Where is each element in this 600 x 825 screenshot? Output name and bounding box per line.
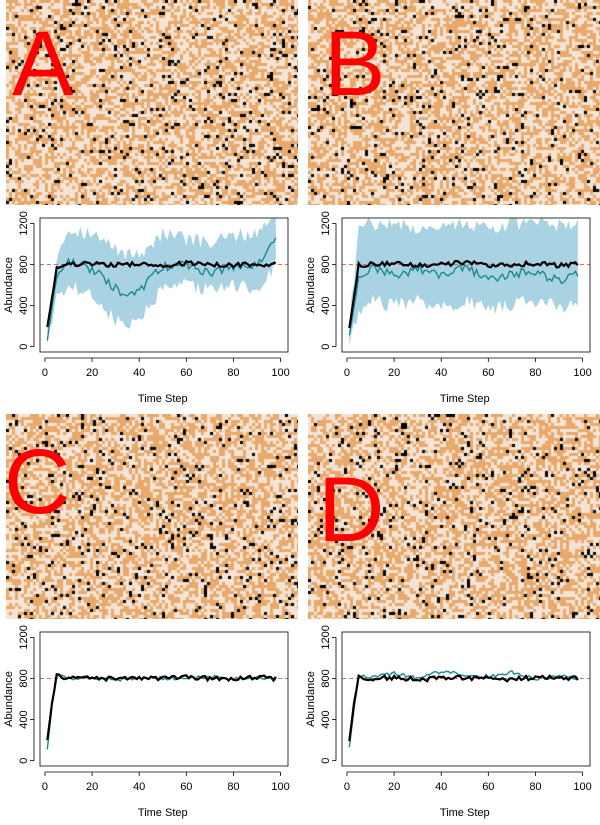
panel-letter-a: A	[12, 13, 74, 115]
plot-frame	[39, 631, 289, 767]
x-tick-label: 20	[388, 367, 400, 379]
x-tick-label: 0	[344, 781, 350, 793]
y-tick-label: 0	[18, 758, 30, 764]
panel-c: C 0 20 40 60 80 100 0 400 800 1200 Time Step Abunda…	[0, 414, 298, 824]
x-tick-label: 60	[482, 367, 494, 379]
panel-letter-b: B	[324, 13, 386, 115]
y-axis-title: Abundance	[305, 257, 317, 313]
y-axis-title: Abundance	[305, 671, 317, 727]
simulation-series-line	[46, 674, 277, 750]
y-tick-label: 0	[320, 758, 332, 764]
plot-frame	[341, 631, 591, 767]
plot-frame	[341, 217, 591, 353]
x-tick-label: 80	[529, 781, 541, 793]
x-tick-label: 40	[133, 367, 145, 379]
abundance-chart-b: 0 20 40 60 80 100 0 400 800 1200 Time Step Abundanc…	[305, 211, 592, 405]
uncertainty-band	[349, 218, 578, 347]
x-tick-label: 80	[227, 367, 239, 379]
x-tick-label: 20	[86, 781, 98, 793]
mean-series-line	[348, 259, 579, 329]
y-axis-title: Abundance	[3, 671, 15, 727]
y-tick-label: 1200	[18, 625, 30, 649]
x-tick-label: 80	[529, 367, 541, 379]
x-tick-label: 100	[573, 781, 591, 793]
x-tick-label: 60	[180, 781, 192, 793]
mean-series-line	[46, 259, 277, 328]
x-tick-label: 20	[86, 367, 98, 379]
x-tick-label: 60	[482, 781, 494, 793]
x-tick-label: 0	[344, 367, 350, 379]
x-axis-title: Time Step	[440, 393, 490, 405]
y-axis-title: Abundance	[3, 257, 15, 313]
plot-frame	[39, 217, 289, 353]
abundance-chart-c: 0 20 40 60 80 100 0 400 800 1200 Time Step Abundanc…	[3, 625, 290, 819]
mean-series-line	[46, 672, 277, 741]
abundance-chart-a: 0 20 40 60 80 100 0 400 800 1200 Time Step Abundanc…	[3, 211, 290, 405]
x-tick-label: 100	[271, 367, 289, 379]
y-tick-label: 800	[18, 255, 30, 273]
simulation-series-line	[46, 237, 277, 341]
x-tick-label: 0	[42, 367, 48, 379]
x-tick-label: 20	[388, 781, 400, 793]
y-tick-label: 800	[18, 669, 30, 687]
simulation-series-line	[348, 669, 579, 748]
x-tick-label: 60	[180, 367, 192, 379]
y-tick-label: 800	[320, 255, 332, 273]
x-axis-title: Time Step	[440, 807, 490, 819]
panel-letter-c: C	[4, 431, 71, 533]
y-tick-label: 1200	[320, 211, 332, 235]
panel-letter-d: D	[318, 459, 385, 561]
x-tick-label: 40	[435, 781, 447, 793]
x-tick-label: 100	[271, 781, 289, 793]
panel-a: A 0 20 40 60 80 100 0 400 800 1200 Time Step Abunda…	[0, 0, 298, 410]
landscape-grid-d	[308, 414, 600, 619]
y-tick-label: 400	[18, 296, 30, 314]
x-tick-label: 0	[42, 781, 48, 793]
abundance-chart-d: 0 20 40 60 80 100 0 400 800 1200 Time Step Abundanc…	[305, 625, 592, 819]
landscape-grid-b	[308, 0, 600, 205]
y-tick-label: 800	[320, 669, 332, 687]
y-tick-label: 400	[320, 296, 332, 314]
x-tick-label: 40	[435, 367, 447, 379]
panel-d: D 0 20 40 60 80 100 0 400 800 1200 Time Step Abunda…	[302, 414, 600, 824]
landscape-grid-a	[6, 0, 298, 205]
x-tick-label: 80	[227, 781, 239, 793]
y-tick-label: 0	[320, 344, 332, 350]
x-axis-title: Time Step	[138, 807, 188, 819]
landscape-grid-c	[6, 414, 298, 619]
x-tick-label: 40	[133, 781, 145, 793]
y-tick-label: 0	[18, 344, 30, 350]
x-axis-title: Time Step	[138, 393, 188, 405]
y-tick-label: 400	[18, 710, 30, 728]
simulation-series-line	[348, 262, 579, 336]
y-tick-label: 1200	[320, 625, 332, 649]
y-tick-label: 1200	[18, 211, 30, 235]
panel-b: B 0 20 40 60 80 100 0 400 800 1200 Time Step Abunda…	[302, 0, 600, 410]
uncertainty-band	[47, 218, 276, 346]
mean-series-line	[348, 674, 579, 742]
y-tick-label: 400	[320, 710, 332, 728]
x-tick-label: 100	[573, 367, 591, 379]
